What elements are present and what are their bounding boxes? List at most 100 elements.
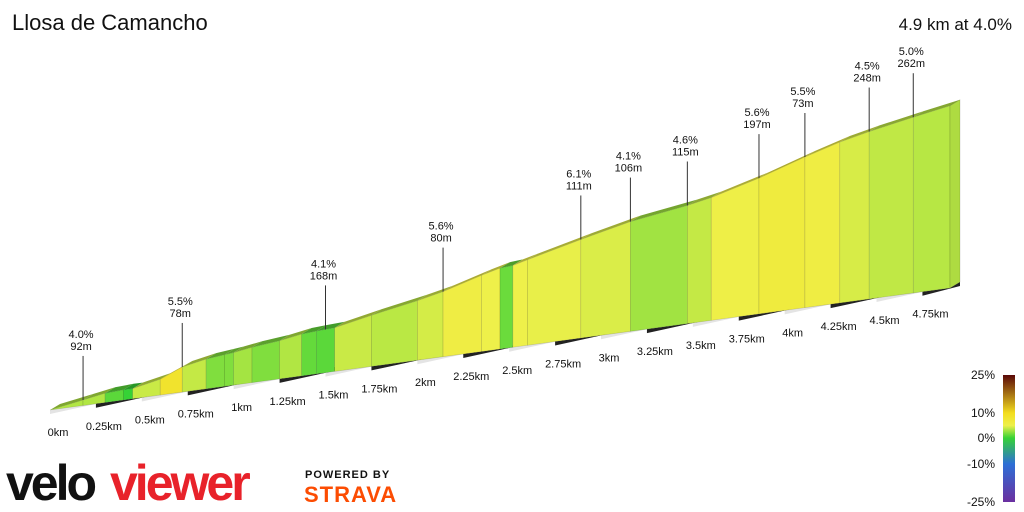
profile-top (804, 136, 850, 158)
marker-length: 111m (566, 180, 592, 192)
base-strip (876, 285, 933, 302)
profile-top (371, 294, 428, 316)
marker-grade: 5.0% (899, 46, 924, 58)
base-strip (141, 385, 198, 402)
logo-velo: velo (6, 455, 96, 511)
marker-length: 168m (310, 270, 338, 282)
profile-slice (159, 366, 183, 396)
marker-grade: 5.5% (790, 86, 815, 98)
profile-top (687, 191, 722, 206)
powered-by: POWERED BY (305, 469, 390, 481)
profile-slice (804, 141, 841, 309)
base-strip (279, 366, 336, 383)
profile-top (182, 353, 217, 367)
x-tick-label: 2.75km (545, 359, 581, 371)
profile-slice (481, 267, 501, 352)
base-strip (509, 335, 566, 352)
profile-top (334, 309, 382, 328)
marker-length: 92m (70, 341, 91, 353)
profile-slice (868, 116, 914, 300)
profile-slice (417, 291, 444, 361)
x-tick-label: 0.75km (178, 408, 214, 420)
x-tick-label: 4.75km (912, 309, 948, 321)
marker-grade: 4.1% (616, 151, 641, 163)
marker-grade: 4.0% (69, 329, 94, 341)
profile-top (206, 348, 235, 360)
profile-slice (224, 352, 234, 387)
base-strip (738, 304, 795, 321)
marker-length: 197m (743, 119, 771, 131)
profile-top (869, 111, 924, 132)
x-tick-label: 3.5km (686, 340, 716, 352)
marker-grade: 6.1% (566, 168, 591, 180)
profile-top (105, 383, 134, 394)
base-strip (692, 310, 749, 327)
base-strip (922, 282, 960, 296)
profile-top (132, 373, 171, 389)
logo-viewer: viewer (110, 455, 250, 511)
base-strip (463, 341, 520, 358)
profile-top (279, 328, 312, 341)
profile-slice (580, 221, 631, 339)
x-tick-label: 0.5km (135, 415, 165, 427)
marker-grade: 5.5% (168, 296, 193, 308)
x-tick-label: 4.25km (821, 321, 857, 333)
chart-title: Llosa de Camancho (12, 10, 208, 35)
profile-top (481, 262, 510, 276)
marker-grade: 4.1% (311, 258, 336, 270)
profile-top (500, 259, 523, 269)
profile-slice (710, 177, 760, 321)
base-strip (233, 372, 290, 390)
base-strip (95, 391, 152, 408)
profile-top (512, 253, 538, 266)
profile-top (224, 346, 244, 355)
profile-slice (499, 265, 514, 350)
marker-length: 262m (897, 58, 925, 70)
x-tick-label: 1.75km (361, 383, 397, 395)
profile-slice (912, 105, 951, 294)
base-strip (325, 360, 382, 377)
profile-top (316, 321, 345, 332)
x-tick-label: 1.25km (270, 396, 306, 408)
base-strip (555, 329, 612, 346)
marker-grade: 4.6% (673, 134, 698, 146)
profile-top (443, 269, 492, 292)
profile-slice (316, 327, 335, 375)
base-strip (417, 347, 474, 365)
profile-top (83, 387, 116, 400)
profile-slice (123, 388, 133, 401)
base-strip (371, 354, 428, 371)
strava-logo: STRAVA (304, 482, 397, 507)
profile-top (233, 341, 263, 353)
marker-grade: 5.6% (429, 221, 454, 233)
x-tick-label: 0.25km (86, 421, 122, 433)
profile-slice (687, 197, 712, 324)
profile-slice (251, 340, 280, 383)
base-strip (187, 379, 244, 396)
marker-length: 248m (853, 73, 881, 85)
x-tick-label: 4km (782, 327, 803, 339)
x-tick-label: 2.25km (453, 371, 489, 383)
colorbar (1003, 375, 1015, 502)
profile-top (160, 360, 193, 380)
legend-tick-label: 25% (971, 368, 995, 382)
x-tick-label: 3.75km (729, 334, 765, 346)
legend-tick-label: 10% (971, 406, 995, 420)
legend-tick-label: -10% (967, 457, 995, 471)
profile-top (580, 215, 641, 240)
profile-slice (233, 346, 253, 386)
marker-length: 73m (792, 98, 813, 110)
base-strip (646, 316, 703, 334)
x-tick-label: 1.5km (319, 390, 349, 402)
x-tick-label: 3.25km (637, 346, 673, 358)
profile-top (758, 151, 815, 179)
profile-top (301, 325, 327, 335)
profile-slice (279, 333, 302, 380)
profile-top (123, 382, 143, 390)
x-tick-label: 0km (48, 427, 69, 439)
profile-top (252, 334, 290, 348)
x-tick-label: 4.5km (870, 315, 900, 327)
x-tick-label: 1km (231, 402, 252, 414)
base-strip (830, 291, 887, 309)
